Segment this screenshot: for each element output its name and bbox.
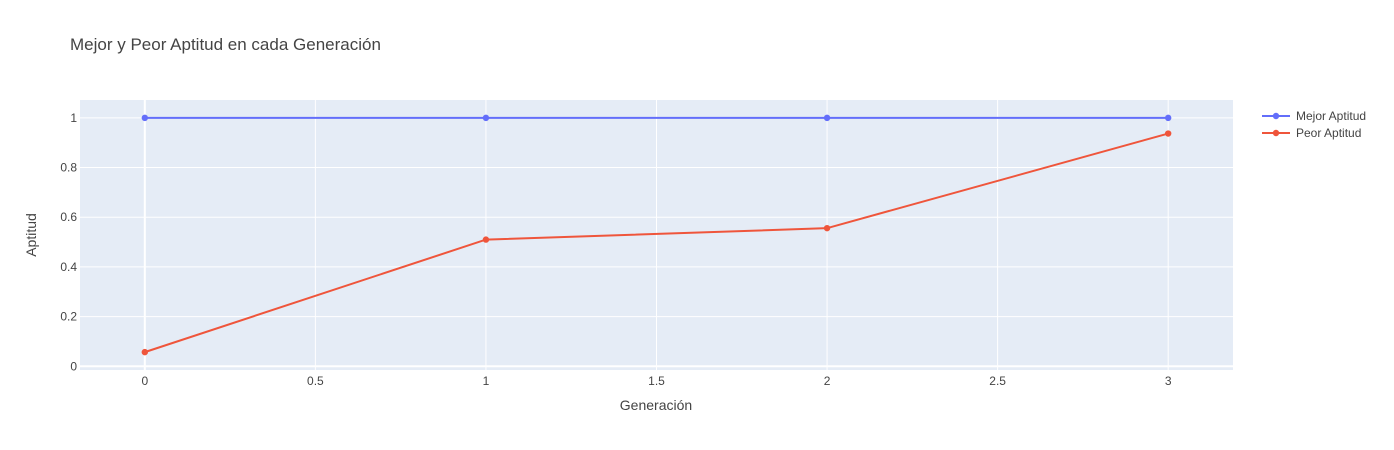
- y-tick-label: 1: [70, 111, 77, 125]
- data-point: [823, 224, 831, 232]
- series-0: [141, 114, 1172, 122]
- legend-item[interactable]: Mejor Aptitud: [1262, 109, 1366, 123]
- legend[interactable]: Mejor Aptitud Peor Aptitud: [1262, 109, 1366, 140]
- legend-label: Mejor Aptitud: [1296, 109, 1366, 123]
- legend-label: Peor Aptitud: [1296, 126, 1361, 140]
- x-tick-label: 2.5: [989, 374, 1006, 388]
- x-tick-label: 1: [483, 374, 490, 388]
- series-line: [144, 132, 1169, 354]
- data-point: [482, 114, 490, 122]
- y-tick-label: 0.2: [60, 310, 77, 324]
- x-axis-ticks: 0 0.5 1 1.5 2 2.5 3: [141, 374, 1171, 388]
- y-tick-label: 0.4: [60, 260, 77, 274]
- legend-swatch-marker: [1272, 129, 1280, 137]
- x-tick-label: 2: [824, 374, 831, 388]
- y-tick-label: 0.8: [60, 161, 77, 175]
- y-tick-label: 0.6: [60, 210, 77, 224]
- series-1: [141, 130, 1172, 356]
- x-tick-label: 1.5: [648, 374, 665, 388]
- data-point: [141, 348, 149, 356]
- x-tick-label: 0.5: [307, 374, 324, 388]
- x-tick-label: 3: [1165, 374, 1172, 388]
- y-axis-ticks: 0 0.2 0.4 0.6 0.8 1: [60, 111, 77, 373]
- series-layer: [141, 114, 1172, 356]
- x-axis-title: Generación: [620, 397, 692, 413]
- x-gridlines: [143, 100, 1169, 370]
- legend-item[interactable]: Peor Aptitud: [1262, 126, 1361, 140]
- data-point: [482, 236, 490, 243]
- chart-title: Mejor y Peor Aptitud en cada Generación: [70, 35, 381, 54]
- y-gridlines: [80, 117, 1233, 368]
- data-point: [141, 114, 149, 122]
- data-point: [1164, 114, 1172, 122]
- y-axis-title: Aptitud: [23, 213, 39, 257]
- data-point: [823, 114, 831, 122]
- legend-swatch-marker: [1272, 112, 1280, 120]
- y-tick-label: 0: [70, 359, 77, 373]
- data-point: [1164, 130, 1172, 137]
- x-tick-label: 0: [141, 374, 148, 388]
